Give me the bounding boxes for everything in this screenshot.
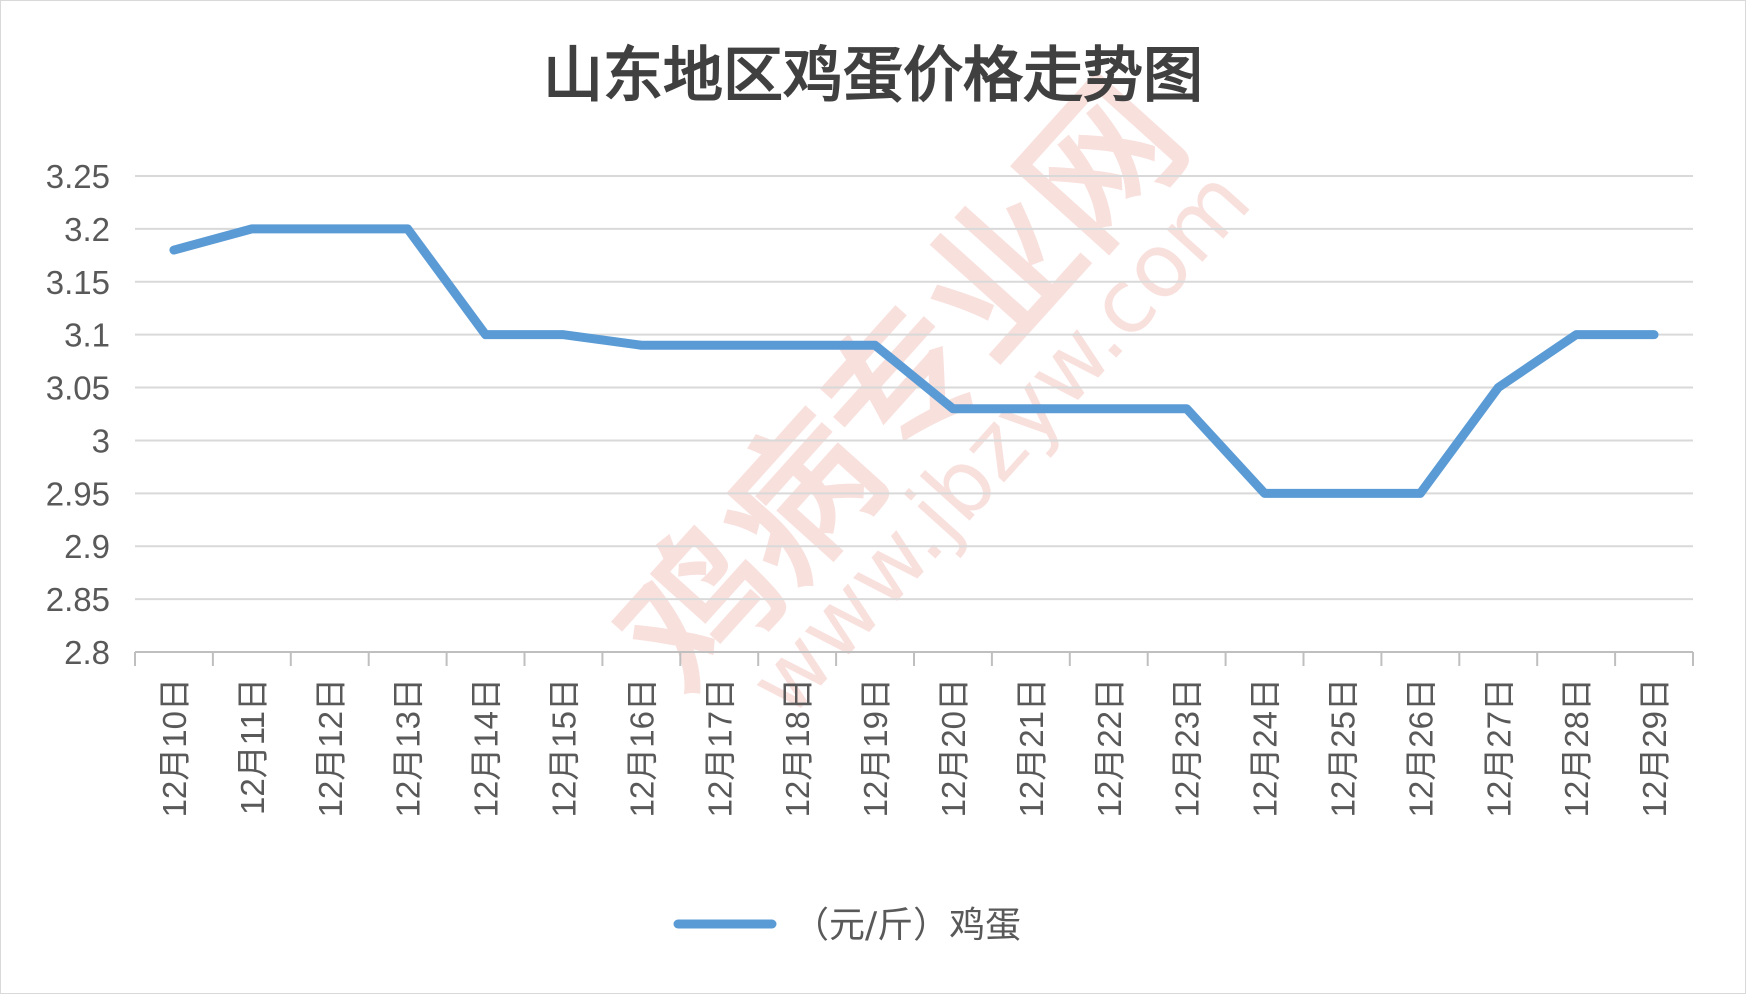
x-tick-label: 12月18日	[779, 678, 816, 817]
chart-title: 山东地区鸡蛋价格走势图	[543, 41, 1203, 111]
y-tick-label: 3.15	[46, 264, 110, 301]
x-tick-label: 12月20日	[935, 678, 972, 817]
x-tick-label: 12月15日	[545, 678, 582, 817]
x-tick-label: 12月19日	[857, 678, 894, 817]
y-tick-label: 2.85	[46, 581, 110, 618]
y-tick-label: 3.05	[46, 370, 110, 407]
y-axis-ticks: 2.8 2.85 2.9 2.95 3 3.05 3.1 3.15 3.2 3.25	[46, 158, 110, 671]
legend-label: （元/斤）鸡蛋	[793, 905, 1021, 946]
y-tick-label: 2.8	[64, 634, 110, 671]
x-axis	[134, 651, 1694, 666]
x-tick-label: 12月17日	[701, 678, 738, 817]
y-tick-label: 3.2	[64, 211, 110, 248]
x-tick-label: 12月14日	[468, 678, 505, 817]
x-tick-label: 12月11日	[234, 678, 271, 815]
x-tick-label: 12月21日	[1013, 678, 1050, 817]
y-tick-label: 3	[92, 422, 110, 459]
x-tick-label: 12月10日	[156, 678, 193, 817]
x-tick-label: 12月29日	[1636, 678, 1673, 817]
x-tick-label: 12月27日	[1480, 678, 1517, 817]
y-tick-label: 2.9	[64, 528, 110, 565]
x-tick-label: 12月12日	[312, 678, 349, 817]
x-tick-label: 12月22日	[1091, 678, 1128, 817]
y-tick-label: 2.95	[46, 475, 110, 512]
x-axis-ticks: 12月10日 12月11日 12月12日 12月13日 12月14日 12月15日 12月1…	[156, 678, 1673, 817]
x-tick-label: 12月23日	[1169, 678, 1206, 817]
x-tick-label: 12月26日	[1402, 678, 1439, 817]
x-tick-label: 12月28日	[1558, 678, 1595, 817]
y-tick-label: 3.1	[64, 317, 110, 354]
series-line	[169, 224, 1659, 498]
series-group	[169, 224, 1659, 498]
x-tick-label: 12月16日	[623, 678, 660, 817]
x-tick-label: 12月25日	[1324, 678, 1361, 817]
x-tick-label: 12月13日	[390, 678, 427, 817]
y-tick-label: 3.25	[46, 158, 110, 195]
legend: （元/斤）鸡蛋	[673, 905, 1021, 946]
x-tick-label: 12月24日	[1247, 678, 1284, 817]
